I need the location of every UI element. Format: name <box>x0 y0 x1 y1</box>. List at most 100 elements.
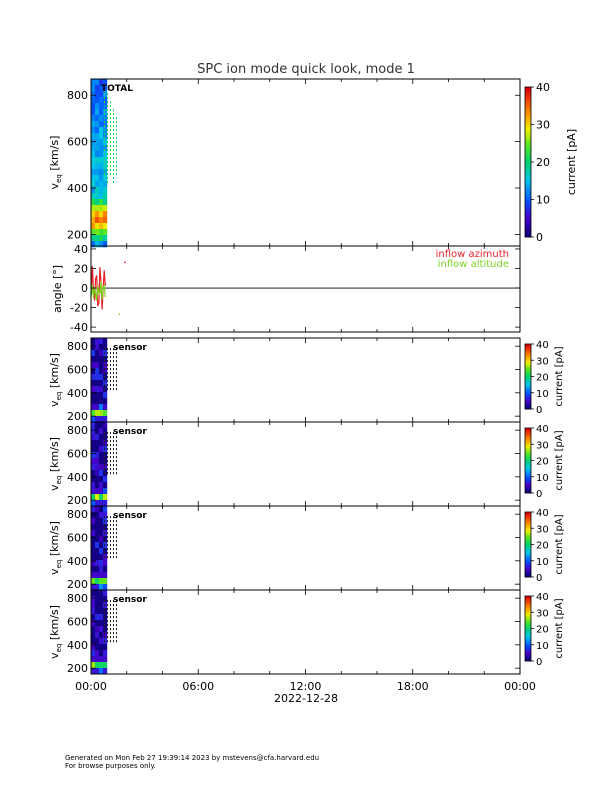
spectrogram-streak <box>104 624 105 627</box>
spectrogram-cell <box>99 662 104 669</box>
spectrogram-cell <box>103 554 108 561</box>
y-tick-label: 600 <box>67 616 88 629</box>
colorbar-segment <box>525 481 531 483</box>
spectrogram-cell <box>91 566 96 573</box>
spectrogram-cell <box>91 608 96 615</box>
spectrogram-cell <box>103 151 108 158</box>
spectrogram-cell <box>99 506 104 513</box>
spectrogram-streak <box>104 125 105 128</box>
spectrogram-streak <box>110 352 111 355</box>
spectrogram-cell <box>91 428 96 435</box>
colorbar-tick-label: 10 <box>536 194 550 207</box>
colorbar-segment <box>525 571 531 574</box>
spectrogram-streak <box>116 444 117 447</box>
colorbar-segment <box>525 628 531 630</box>
spectrogram-streak <box>104 348 105 351</box>
colorbar-segment <box>525 99 531 103</box>
colorbar-segment <box>525 384 531 386</box>
spectrogram-streak <box>107 540 108 543</box>
colorbar-segment <box>525 127 531 130</box>
colorbar-segment <box>525 375 531 377</box>
spectrogram-cell <box>99 452 104 459</box>
spectrogram-cell <box>99 338 104 345</box>
spectrogram-streak <box>110 548 111 551</box>
spectrogram-cell <box>103 175 108 182</box>
spectrogram-cell <box>103 620 108 627</box>
spectrogram-cell <box>91 500 96 507</box>
spectrogram-streak <box>116 364 117 367</box>
spectrogram-streak <box>107 368 108 371</box>
spectrogram-streak <box>107 616 108 619</box>
spectrogram-streak <box>113 624 114 627</box>
spectrogram-streak <box>110 141 111 144</box>
spectrogram-streak <box>116 556 117 559</box>
colorbar-segment <box>525 354 531 357</box>
spectrogram-streak <box>104 364 105 367</box>
spectrogram-cell <box>99 464 104 471</box>
spectrogram-streak <box>113 540 114 543</box>
spectrogram-streak <box>110 125 111 128</box>
y-tick-label: 400 <box>67 471 88 484</box>
colorbar-segment <box>525 344 531 346</box>
spectrogram-cell <box>95 199 100 206</box>
spectrogram-streak <box>110 628 111 631</box>
spectrogram-cell <box>95 338 100 345</box>
spectrogram-streak <box>110 368 111 371</box>
colorbar-segment <box>525 639 531 641</box>
spectrogram-cell <box>99 91 104 98</box>
spectrogram-cell <box>95 151 100 158</box>
spectrogram-cell <box>95 590 100 597</box>
spectrogram-cell <box>103 97 108 104</box>
spectrogram-streak <box>107 628 108 631</box>
spectrogram-cell <box>99 668 104 675</box>
y-tick-label: 600 <box>67 364 88 377</box>
spectrogram-streak <box>107 165 108 168</box>
spectrogram-streak <box>104 464 105 467</box>
colorbar-segment <box>525 539 531 541</box>
spectrogram-cell <box>99 440 104 447</box>
spectrogram-cell <box>91 554 96 561</box>
panel-1: TOTAL 0 10 20 30 40 current [pA] 200 400 600 800 ve… <box>48 78 578 248</box>
spectrogram-cell <box>99 163 104 170</box>
spectrogram-streak <box>107 169 108 172</box>
spectrogram-cell <box>103 602 108 609</box>
spectrogram-streak <box>104 608 105 611</box>
spectrogram-cell <box>99 518 104 525</box>
spectrogram-cell <box>95 452 100 459</box>
colorbar-segment <box>525 554 531 556</box>
spectrogram-cell <box>91 181 96 188</box>
spectrogram-streak <box>107 536 108 539</box>
spectrogram-streak <box>104 372 105 375</box>
spectrogram-cell <box>103 404 108 411</box>
colorbar-segment <box>525 429 531 431</box>
spectrogram-streak <box>110 456 111 459</box>
colorbar-segment <box>525 610 531 612</box>
spectrogram-cell <box>95 650 100 657</box>
spectrogram-cell <box>91 199 96 206</box>
spectrogram-streak <box>116 161 117 164</box>
colorbar-segment <box>525 117 531 120</box>
colorbar-segment <box>525 477 531 480</box>
colorbar-segment <box>525 431 531 433</box>
spectrogram-streak <box>107 460 108 463</box>
colorbar-segment <box>525 147 531 150</box>
colorbar-segment <box>525 646 531 649</box>
spectrogram-cell <box>99 536 104 543</box>
colorbar-segment <box>525 189 531 193</box>
colorbar-segment <box>525 162 531 165</box>
spectrogram-cell <box>103 548 108 555</box>
spectrogram-streak <box>107 636 108 639</box>
spectrogram-streak <box>104 145 105 148</box>
spectrogram-cell <box>95 187 100 194</box>
spectrogram-streak <box>107 157 108 160</box>
colorbar-segment <box>525 383 531 385</box>
spectrogram-cell <box>99 572 104 579</box>
colorbar-segment <box>525 457 531 459</box>
spectrogram-streak <box>107 137 108 140</box>
spectrogram-cell <box>99 85 104 92</box>
spectrogram-streak <box>104 121 105 124</box>
colorbar-segment <box>525 484 531 486</box>
spectrogram-cell <box>103 181 108 188</box>
spectrogram-streak <box>116 133 117 136</box>
spectrogram-streak <box>107 129 108 132</box>
